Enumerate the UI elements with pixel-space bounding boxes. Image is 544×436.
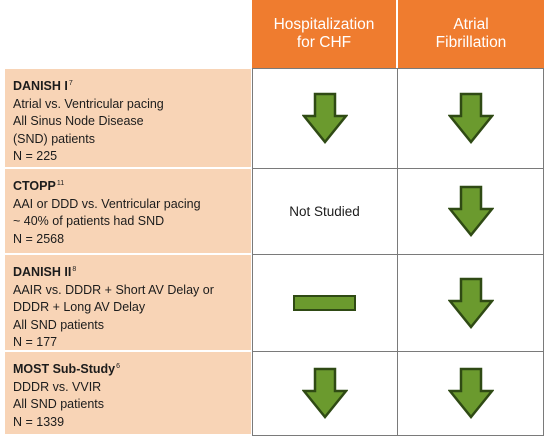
- no-change-bar-icon: [293, 294, 356, 311]
- down-arrow-icon: [301, 92, 348, 144]
- study-name: MOST Sub-Study6: [13, 362, 120, 376]
- header-col1-line1: Hospitalization: [273, 16, 375, 33]
- down-arrow-icon: [448, 92, 494, 144]
- study-line: DDDR + Long AV Delay: [13, 300, 146, 314]
- down-arrow-icon: [448, 277, 494, 329]
- study-line: (SND) patients: [13, 131, 95, 146]
- study-most-substudy: MOST Sub-Study6 DDDR vs. VVIR All SND pa…: [5, 352, 251, 434]
- study-line: All SND patients: [13, 317, 105, 332]
- row-divider: [252, 68, 544, 69]
- study-ctopp: CTOPP11 AAI or DDD vs. Ventricular pacin…: [5, 169, 251, 253]
- down-arrow-icon: [448, 367, 494, 419]
- result-danish2-chf: [252, 255, 397, 350]
- down-arrow-icon: [448, 185, 494, 237]
- header-atrial-fibrillation: Atrial Fibrillation: [398, 0, 544, 68]
- study-line: AAIR vs. DDDR + Short AV Delay or: [13, 282, 214, 297]
- study-line: N = 225: [13, 149, 58, 163]
- result-most-chf: [252, 352, 397, 434]
- row-divider: [252, 351, 544, 352]
- study-line: ~ 40% of patients had SND: [13, 214, 165, 228]
- study-ref: 8: [72, 266, 77, 273]
- header-col2-line1: Atrial: [453, 16, 489, 33]
- row-divider: [252, 254, 544, 255]
- study-line: DDDR vs. VVIR: [13, 379, 102, 394]
- study-name: CTOPP11: [13, 179, 65, 193]
- header-col2-line2: Fibrillation: [435, 34, 507, 51]
- study-line: All Sinus Node Disease: [13, 114, 144, 128]
- study-ref: 6: [116, 363, 120, 370]
- column-divider: [252, 68, 253, 436]
- study-name: DANISH I7: [13, 79, 73, 93]
- study-danish-2: DANISH II8 AAIR vs. DDDR + Short AV Dela…: [5, 255, 251, 350]
- study-line: N = 1339: [13, 414, 65, 429]
- down-arrow-icon: [301, 367, 348, 419]
- study-line: Atrial vs. Ventricular pacing: [13, 96, 164, 111]
- header-col1-line2: for CHF: [296, 34, 352, 51]
- study-ref: 7: [68, 80, 73, 87]
- study-line: N = 177: [13, 335, 58, 349]
- result-ctopp-af: [398, 169, 544, 253]
- result-danish1-chf: [252, 69, 397, 167]
- study-line: AAI or DDD vs. Ventricular pacing: [13, 196, 201, 211]
- study-ref: 11: [56, 180, 65, 187]
- study-name: DANISH II8: [13, 265, 77, 279]
- result-most-af: [398, 352, 544, 434]
- header-hospitalization-chf: Hospitalization for CHF: [252, 0, 397, 68]
- not-studied-label: Not Studied: [289, 203, 360, 219]
- row-divider: [252, 168, 544, 169]
- study-line: All SND patients: [13, 397, 105, 411]
- column-divider: [397, 68, 398, 436]
- study-line: N = 2568: [13, 231, 65, 246]
- result-ctopp-chf: Not Studied: [252, 169, 397, 253]
- study-danish-1: DANISH I7 Atrial vs. Ventricular pacing …: [5, 69, 251, 167]
- result-danish2-af: [398, 255, 544, 350]
- result-danish1-af: [398, 69, 544, 167]
